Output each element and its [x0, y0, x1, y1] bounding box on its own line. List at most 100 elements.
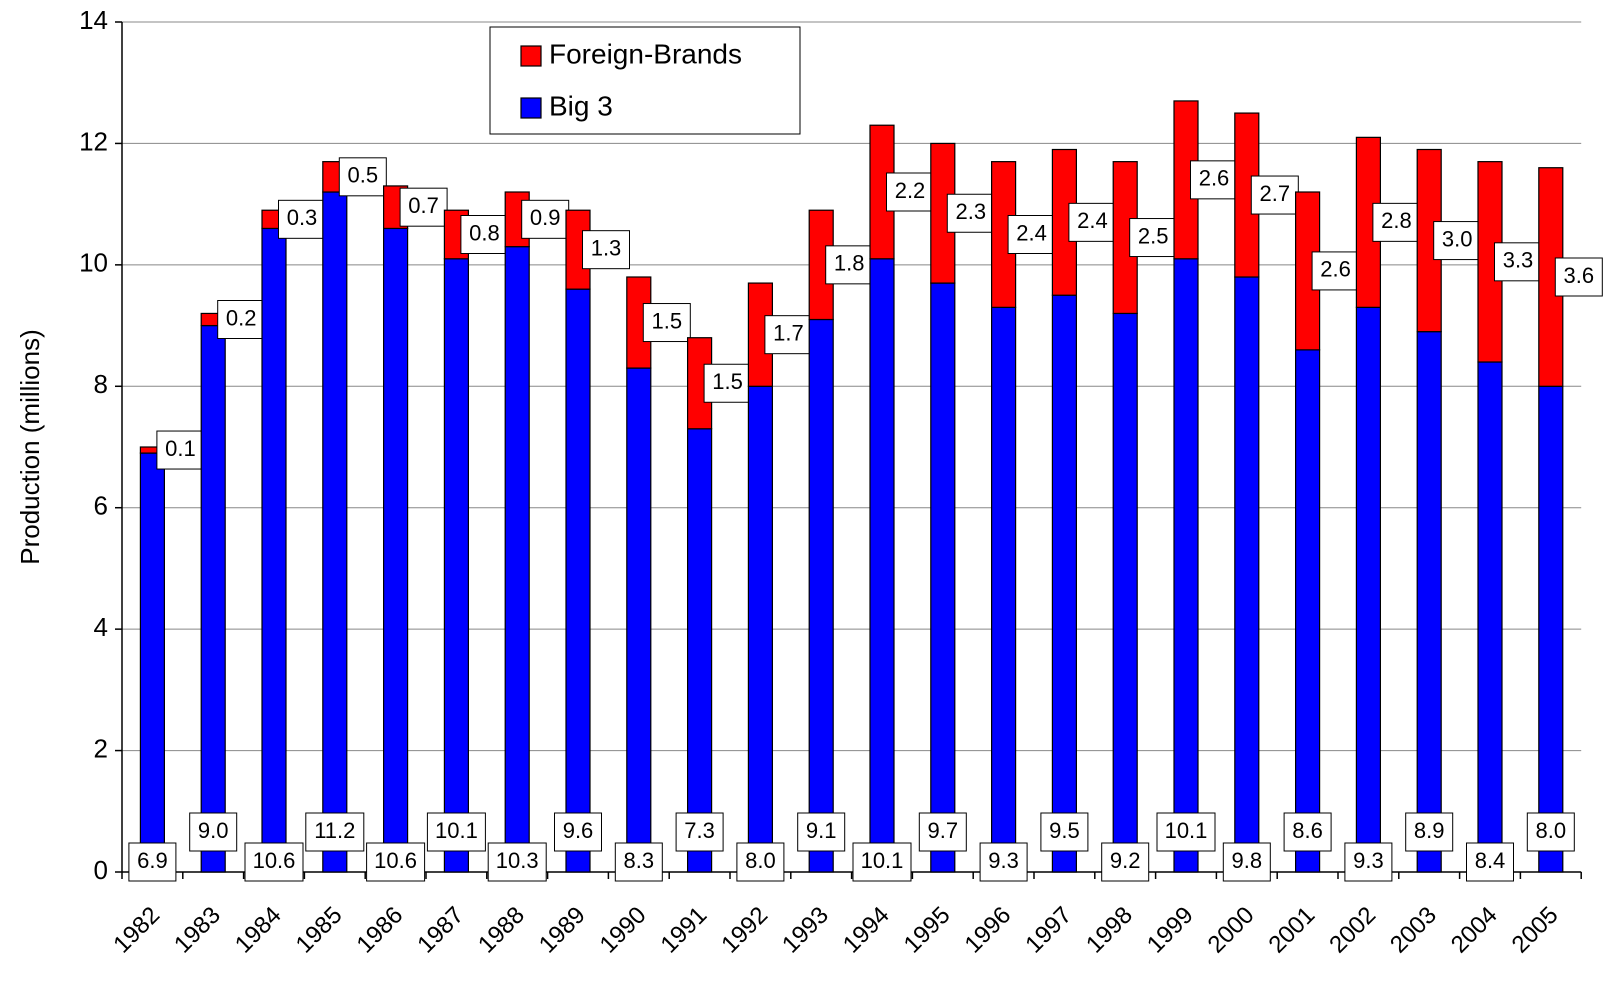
value-label: 8.0	[1536, 818, 1567, 843]
bar-segment	[1355, 306, 1382, 873]
value-label: 3.0	[1442, 226, 1473, 251]
x-tick-label: 2001	[1263, 902, 1320, 959]
bar-segment	[1416, 148, 1442, 333]
value-label-box	[1372, 202, 1421, 242]
bar-segment	[930, 282, 956, 873]
value-label: 0.5	[348, 163, 379, 188]
bar-segment	[1234, 276, 1260, 873]
value-label-box	[278, 199, 326, 239]
bar-segment	[869, 258, 895, 873]
bar-segment	[200, 324, 226, 873]
value-label: 8.3	[624, 848, 655, 873]
value-label: 2.2	[895, 178, 926, 203]
value-label: 0.1	[165, 436, 196, 461]
y-tick-label: 8	[94, 369, 108, 399]
y-axis-label: Production (millions)	[15, 329, 45, 565]
x-tick-label: 1998	[1081, 902, 1138, 959]
value-label-box	[399, 187, 448, 227]
value-label: 9.2	[1110, 848, 1141, 873]
value-label: 2.4	[1077, 208, 1108, 233]
value-label: 6.9	[137, 848, 168, 873]
value-label: 1.5	[712, 369, 743, 394]
value-label-box	[1466, 842, 1514, 882]
value-label: 3.6	[1564, 263, 1595, 288]
value-label-box	[1129, 218, 1178, 258]
value-label: 10.3	[496, 848, 539, 873]
value-label-box	[1250, 175, 1299, 215]
y-tick-label: 2	[94, 733, 108, 763]
legend-label: Foreign-Brands	[549, 38, 742, 69]
x-tick-label: 1997	[1020, 902, 1077, 959]
x-tick-label: 1986	[351, 902, 408, 959]
value-label-box	[703, 363, 752, 403]
bar-segment	[383, 227, 409, 873]
value-label: 10.1	[861, 848, 904, 873]
bar-segment	[1416, 331, 1442, 873]
value-label-box	[1554, 257, 1603, 297]
value-label-box	[852, 842, 912, 882]
value-label: 7.3	[684, 818, 715, 843]
bar-segment	[808, 318, 834, 873]
x-tick-label: 1994	[838, 902, 895, 959]
value-label: 9.6	[563, 818, 594, 843]
value-label-box	[797, 812, 846, 852]
value-label: 8.0	[745, 848, 776, 873]
value-label-box	[1068, 202, 1117, 242]
value-label-box	[487, 842, 547, 882]
y-tick-label: 4	[94, 612, 108, 642]
value-label: 2.5	[1138, 223, 1169, 248]
value-label: 8.6	[1292, 818, 1323, 843]
x-tick-label: 1993	[777, 902, 834, 959]
value-label-box	[156, 430, 205, 470]
value-label: 9.5	[1049, 818, 1080, 843]
bar-segment	[443, 258, 469, 873]
bar-segment	[1051, 294, 1078, 873]
x-tick-label: 2003	[1385, 902, 1442, 959]
value-label: 2.3	[956, 199, 987, 224]
x-tick-label: 1992	[716, 902, 773, 959]
value-label-box	[460, 215, 509, 254]
value-label-box	[675, 812, 724, 852]
bar-segment	[1294, 349, 1321, 873]
value-label-box	[1040, 812, 1089, 852]
value-label: 0.7	[408, 193, 439, 218]
value-label-box	[614, 842, 663, 882]
value-label: 2.6	[1199, 166, 1230, 191]
y-tick-label: 0	[94, 855, 108, 885]
value-label: 0.9	[530, 205, 561, 230]
bar-segment	[139, 452, 165, 873]
bar-segment	[1173, 258, 1199, 873]
x-tick-label: 1985	[291, 902, 348, 959]
bar-segment	[1112, 312, 1138, 873]
value-label: 10.1	[435, 818, 478, 843]
value-label: 2.6	[1320, 257, 1351, 282]
x-tick-label: 1990	[595, 902, 652, 959]
x-tick-label: 2002	[1324, 902, 1381, 959]
value-label: 1.3	[591, 235, 622, 260]
y-tick-label: 10	[79, 248, 108, 278]
legend-label: Big 3	[549, 90, 613, 121]
legend-box	[489, 26, 801, 135]
bar-segment	[747, 385, 774, 873]
value-label-box	[1526, 812, 1575, 852]
value-label: 1.5	[652, 308, 683, 333]
value-label-box	[128, 842, 177, 882]
value-label: 1.8	[834, 251, 865, 276]
value-label-box	[1156, 812, 1216, 852]
bar-segment	[565, 288, 591, 873]
legend-swatch	[520, 45, 542, 67]
x-tick-label: 1991	[655, 902, 712, 959]
x-tick-label: 1988	[473, 902, 530, 959]
bar-segment	[686, 428, 713, 873]
value-label-box	[918, 812, 967, 852]
value-label: 0.2	[226, 305, 257, 330]
value-label: 9.1	[806, 818, 837, 843]
value-label-box	[244, 842, 304, 882]
x-tick-label: 1987	[412, 902, 469, 959]
value-label-box	[366, 842, 426, 882]
value-label-box	[338, 157, 387, 197]
value-label: 8.4	[1475, 848, 1506, 873]
bar-segment	[1477, 361, 1503, 873]
value-label: 9.3	[988, 848, 1019, 873]
